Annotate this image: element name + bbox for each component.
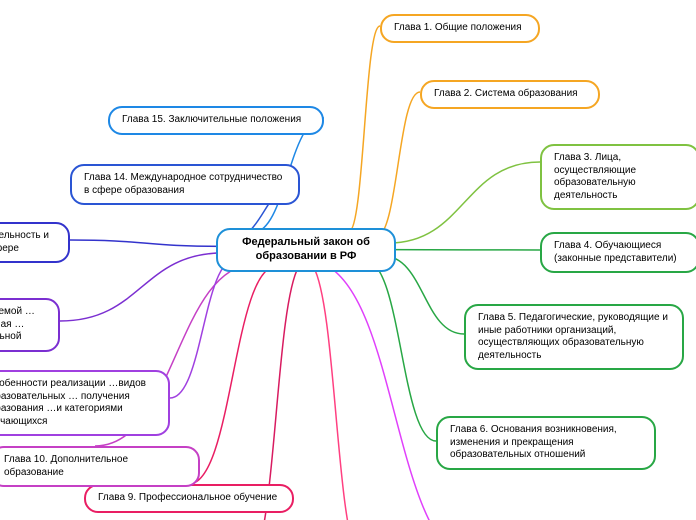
node-label: Глава 6. Основания возникновения, измене… (450, 424, 617, 460)
node-label: Глава 2. Система образования (434, 88, 578, 99)
node-label: Глава 14. Международное сотрудничество в… (84, 172, 282, 196)
node-label: Глава 10. Дополнительное образование (4, 454, 128, 478)
node-label: Глава 4. Обучающиеся (законные представи… (554, 240, 677, 264)
node-label: Федеральный закон об образовании в РФ (242, 236, 370, 262)
node-ch11[interactable]: …собенности реализации …видов образовате… (0, 370, 170, 436)
node-ch12[interactable]: …темой …енная …тельной (0, 298, 60, 352)
node-label: Глава 1. Общие положения (394, 22, 522, 33)
node-ch2[interactable]: Глава 2. Система образования (420, 80, 600, 109)
mindmap-canvas: Федеральный закон об образовании в РФ Гла… (0, 0, 696, 520)
node-label: Глава 9. Профессиональное обучение (98, 492, 277, 503)
node-label: …тельность и …фере (0, 230, 49, 254)
node-ch10[interactable]: Глава 10. Дополнительное образование (0, 446, 200, 487)
node-ch4[interactable]: Глава 4. Обучающиеся (законные представи… (540, 232, 696, 273)
node-label: …собенности реализации …видов образовате… (0, 378, 146, 427)
node-label: …темой …енная …тельной (0, 306, 35, 342)
node-ch5[interactable]: Глава 5. Педагогические, руководящие и и… (464, 304, 684, 370)
node-ch3[interactable]: Глава 3. Лица, осуществляющие образовате… (540, 144, 696, 210)
node-ch1[interactable]: Глава 1. Общие положения (380, 14, 540, 43)
node-ch13[interactable]: …тельность и …фере (0, 222, 70, 263)
node-label: Глава 15. Заключительные положения (122, 114, 301, 125)
node-label: Глава 5. Педагогические, руководящие и и… (478, 312, 668, 361)
node-root[interactable]: Федеральный закон об образовании в РФ (216, 228, 396, 272)
node-label: Глава 3. Лица, осуществляющие образовате… (554, 152, 636, 201)
node-ch14[interactable]: Глава 14. Международное сотрудничество в… (70, 164, 300, 205)
node-ch9[interactable]: Глава 9. Профессиональное обучение (84, 484, 294, 513)
node-ch15[interactable]: Глава 15. Заключительные положения (108, 106, 324, 135)
node-ch6[interactable]: Глава 6. Основания возникновения, измене… (436, 416, 656, 470)
